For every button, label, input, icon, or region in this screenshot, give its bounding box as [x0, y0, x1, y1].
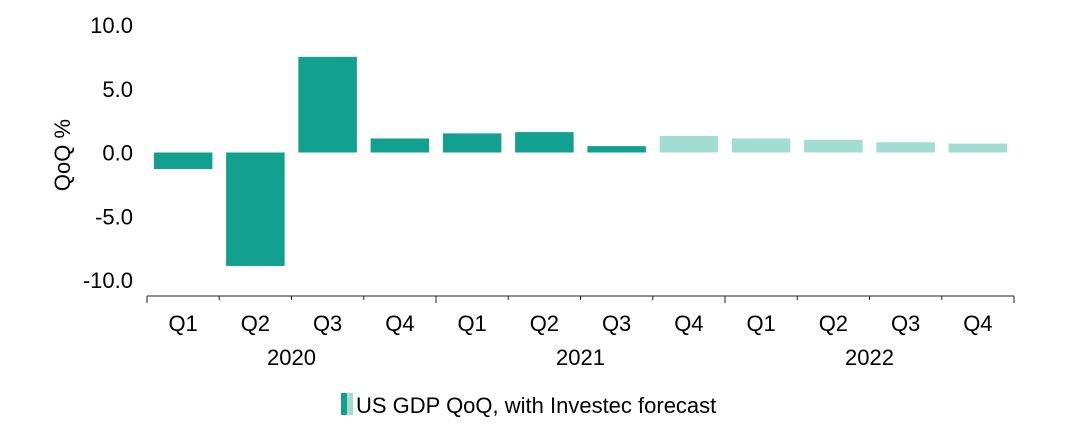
forecast-bar — [948, 143, 1008, 153]
y-tick-label: -5.0 — [95, 204, 133, 229]
legend-swatch-forecast — [347, 393, 353, 415]
x-category-label: Q1 — [746, 311, 775, 336]
actual-bar — [153, 152, 213, 170]
y-tick-label: 0.0 — [102, 141, 133, 166]
x-category-label: Q2 — [819, 311, 848, 336]
forecast-bar — [876, 142, 935, 153]
actual-bar — [587, 146, 646, 153]
forecast-bar — [731, 138, 791, 153]
x-year-label: 2020 — [267, 345, 316, 370]
x-year-label: 2021 — [556, 345, 605, 370]
x-category-label: Q3 — [313, 311, 342, 336]
x-category-label: Q4 — [963, 311, 992, 336]
y-tick-label: -10.0 — [83, 268, 133, 293]
x-category-label: Q1 — [168, 311, 197, 336]
x-category-label: Q4 — [674, 311, 703, 336]
forecast-bar — [659, 135, 719, 153]
y-tick-label: 10.0 — [90, 13, 133, 38]
actual-bar — [515, 132, 574, 153]
actual-bar — [226, 152, 285, 266]
forecast-bar — [804, 139, 863, 153]
y-axis-label: QoQ % — [50, 119, 75, 191]
legend: US GDP QoQ, with Investec forecast — [341, 393, 716, 418]
actual-bar — [370, 138, 430, 153]
x-year-label: 2022 — [845, 345, 894, 370]
legend-label: US GDP QoQ, with Investec forecast — [356, 393, 716, 418]
legend-swatch-actual — [341, 393, 347, 415]
actual-bar — [442, 133, 502, 153]
y-tick-label: 5.0 — [102, 77, 133, 102]
x-category-label: Q4 — [385, 311, 414, 336]
x-category-label: Q2 — [241, 311, 270, 336]
x-category-label: Q3 — [891, 311, 920, 336]
x-category-label: Q2 — [530, 311, 559, 336]
x-category-label: Q1 — [457, 311, 486, 336]
x-category-label: Q3 — [602, 311, 631, 336]
actual-bar — [298, 56, 357, 153]
